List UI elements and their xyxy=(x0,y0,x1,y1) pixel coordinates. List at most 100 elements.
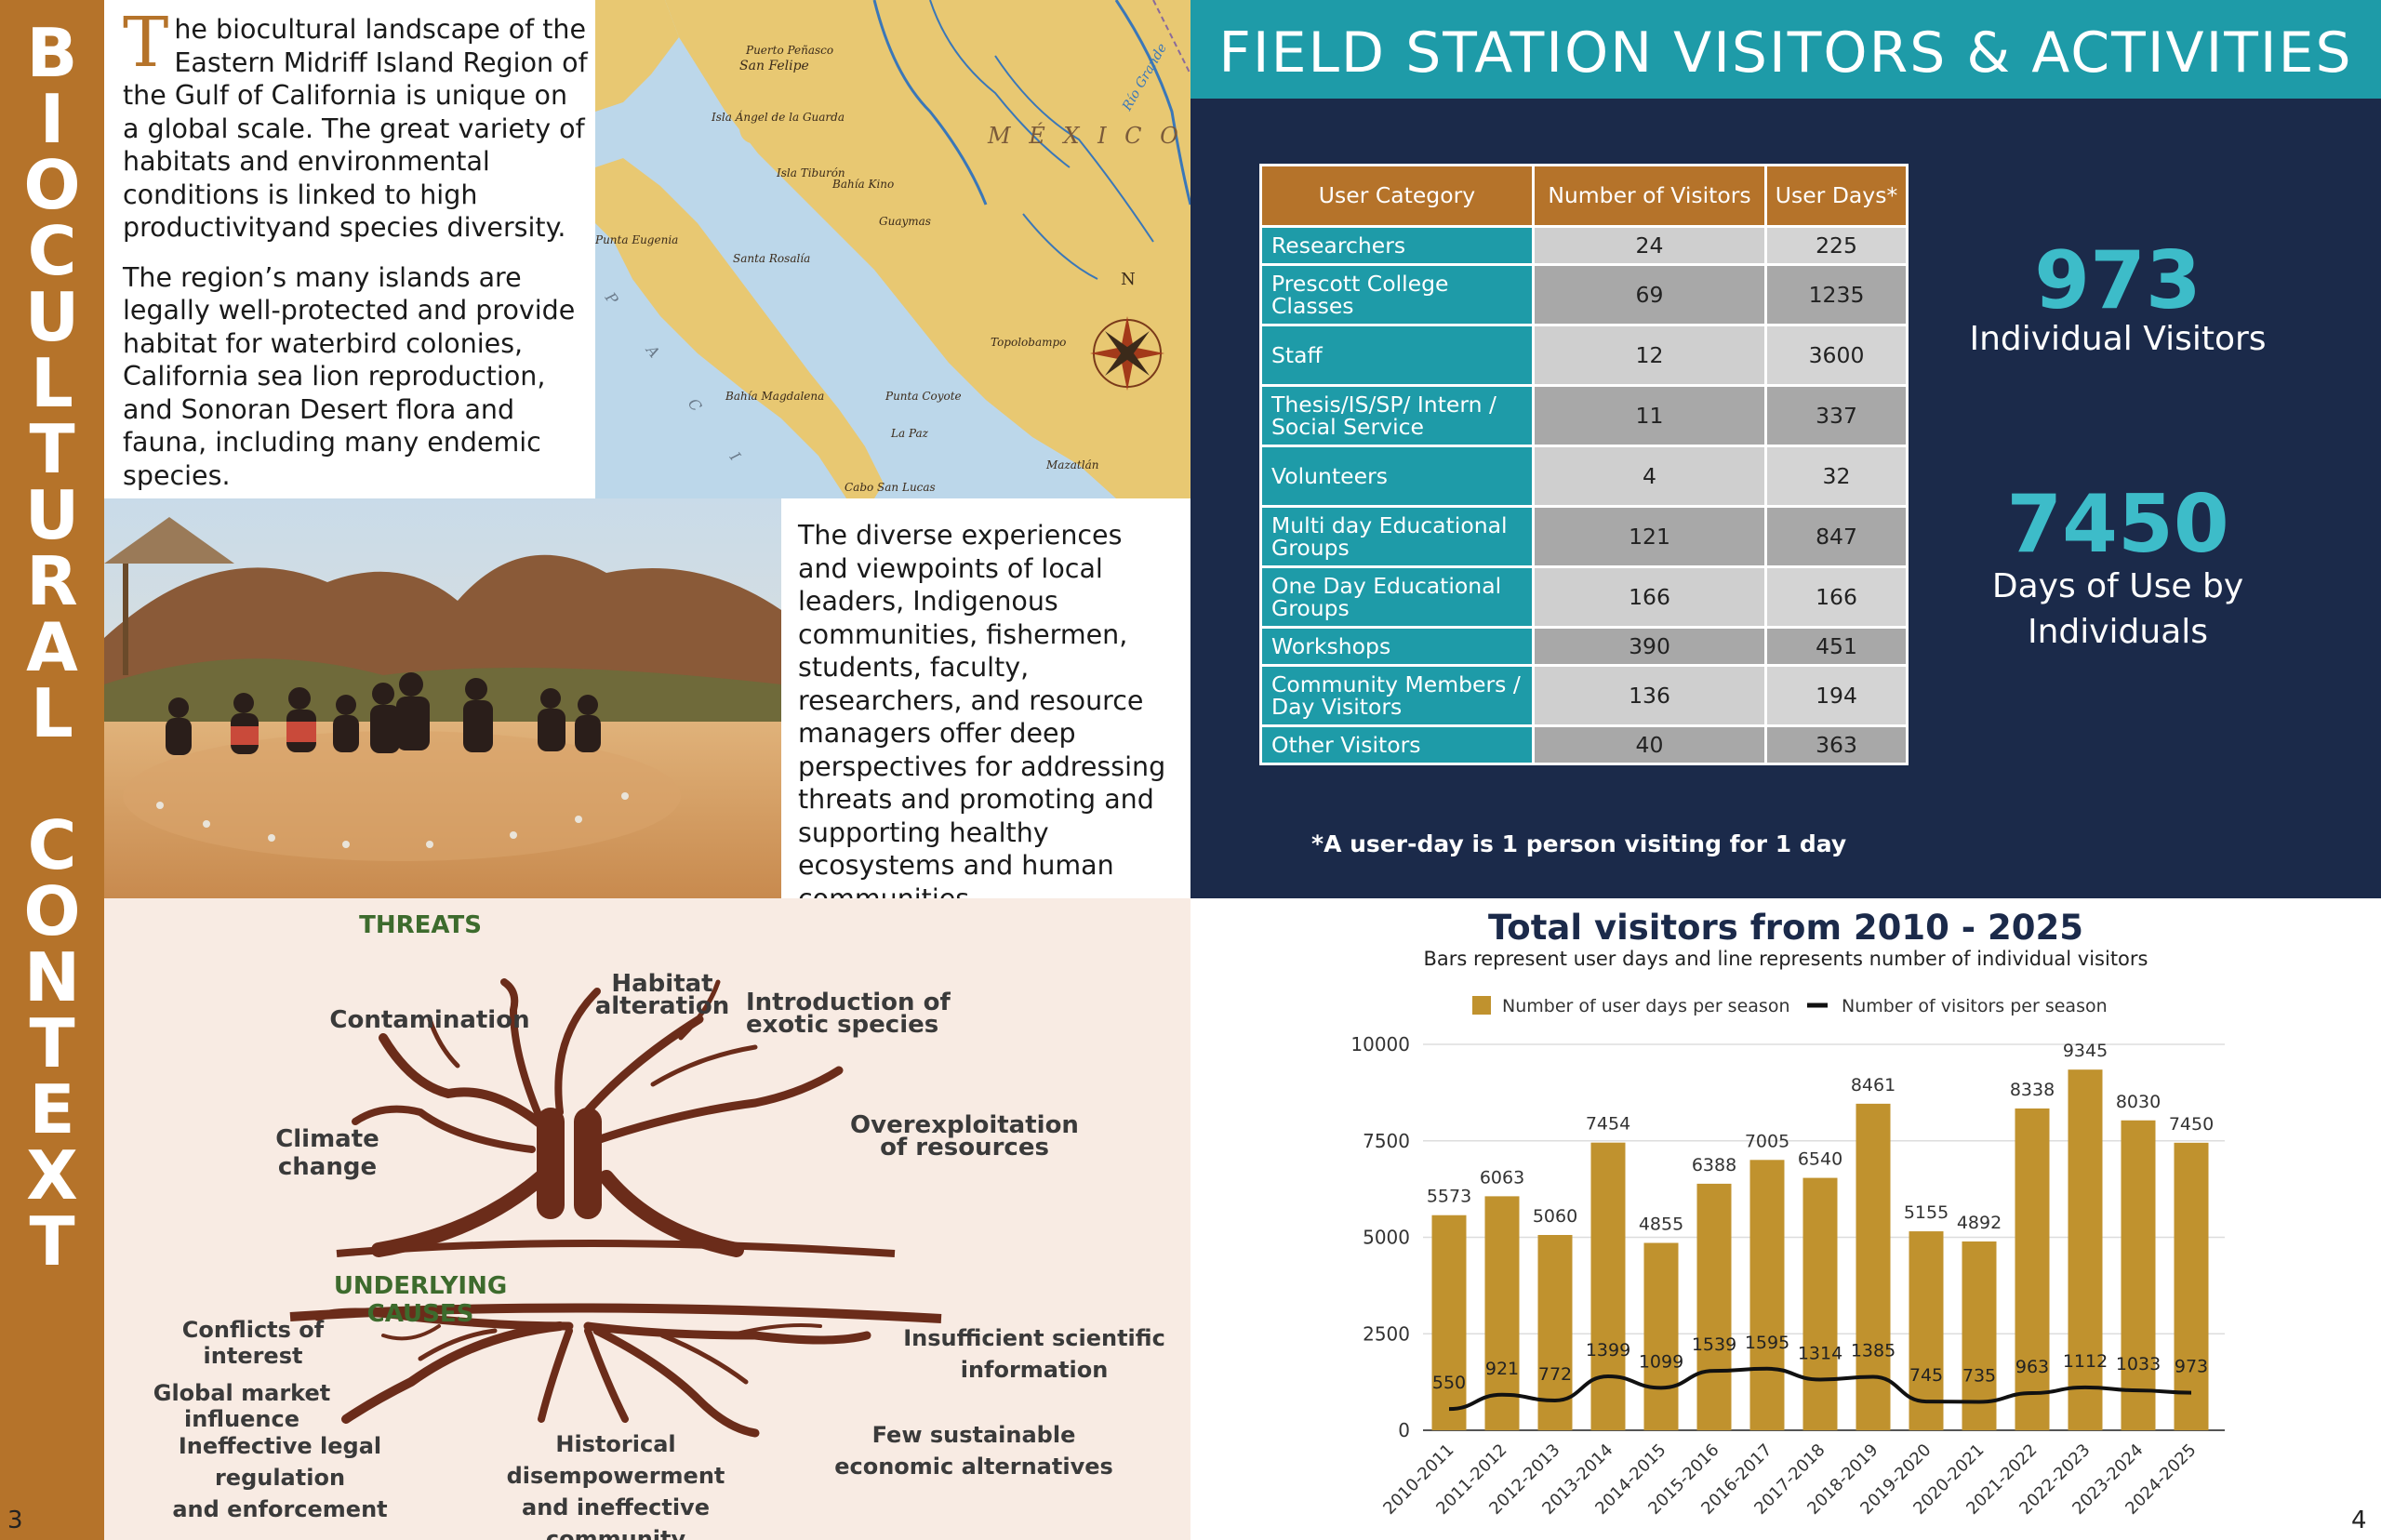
cell-user-days: 3600 xyxy=(1764,324,1909,387)
table-row: One Day Educational Groups 166 166 xyxy=(1259,565,1909,629)
vertical-title-letter: X xyxy=(26,1136,78,1215)
chart-title: Total visitors from 2010 - 2025 xyxy=(1487,908,2083,948)
intro-paragraph-2: The region’s many islands are legally we… xyxy=(123,261,576,491)
line-value-label: 735 xyxy=(1962,1365,1996,1386)
bar-value-label: 6388 xyxy=(1692,1155,1736,1175)
bar-value-label: 5155 xyxy=(1904,1202,1949,1223)
bar xyxy=(1643,1242,1679,1430)
vertical-title-letter: U xyxy=(24,476,80,554)
vertical-title-letter: B xyxy=(26,14,78,92)
table-row: Staff 12 3600 xyxy=(1259,324,1909,387)
visitors-line xyxy=(1448,1366,2192,1412)
map-label-mexico: M É X I C O xyxy=(987,122,1184,149)
map-label-bahia-kino: Bahía Kino xyxy=(831,178,894,191)
vertical-title-letter: L xyxy=(31,674,73,752)
vertical-title-letter: N xyxy=(23,938,81,1016)
vertical-title-letter: C xyxy=(27,212,77,290)
line-value-label: 1099 xyxy=(1639,1351,1683,1372)
drop-cap: T xyxy=(123,3,169,83)
bar xyxy=(1590,1142,1626,1430)
y-tick-label: 10000 xyxy=(1350,1033,1410,1055)
bar-value-label: 7454 xyxy=(1586,1114,1630,1135)
bar xyxy=(1962,1241,1997,1430)
cell-category: Thesis/IS/SP/ Intern / Social Service xyxy=(1259,384,1535,447)
y-tick-label: 7500 xyxy=(1363,1130,1410,1152)
vertical-title-letter: T xyxy=(29,1004,75,1082)
photo-illustration xyxy=(104,498,781,898)
header-visitors: Number of Visitors xyxy=(1532,164,1767,228)
bar xyxy=(2068,1069,2103,1430)
tree-illustration xyxy=(289,978,942,1438)
stat-days-label: Days of Use by Individuals xyxy=(1991,567,2244,651)
community-gathering-photo xyxy=(104,498,781,898)
cell-category: Researchers xyxy=(1259,225,1535,266)
cell-visitors: 166 xyxy=(1532,565,1767,629)
map-label-north: N xyxy=(1121,270,1136,289)
visitors-chart: Number of user days per season Number of… xyxy=(1350,996,2225,1519)
threat-climate-change: Climate change xyxy=(275,1125,379,1181)
map-label-punta-eugenia: Punta Eugenia xyxy=(595,233,678,246)
cause-insufficient-information: Insufficient scientific information xyxy=(903,1325,1165,1383)
cell-user-days: 363 xyxy=(1764,724,1909,765)
map-label-topolobampo: Topolobampo xyxy=(991,336,1066,349)
cell-user-days: 451 xyxy=(1764,626,1909,667)
bar xyxy=(2015,1108,2050,1430)
line-value-label: 1033 xyxy=(2116,1354,2161,1374)
bar-value-label: 6540 xyxy=(1798,1149,1842,1170)
table-row: Workshops 390 451 xyxy=(1259,626,1909,667)
vertical-title-letter: R xyxy=(26,542,78,620)
cell-user-days: 32 xyxy=(1764,445,1909,508)
user-day-footnote: *A user-day is 1 person visiting for 1 d… xyxy=(1311,830,1847,857)
vertical-title-letter: E xyxy=(29,1070,75,1148)
cell-user-days: 225 xyxy=(1764,225,1909,266)
threats-heading: THREATS xyxy=(359,911,482,939)
cell-category: Volunteers xyxy=(1259,445,1535,508)
map-illustration: M É X I C O San Felipe Puerto Peñasco Is… xyxy=(595,0,1190,498)
threat-overexploitation: Overexploitation of resources xyxy=(850,1111,1079,1162)
header-user-days: User Days* xyxy=(1764,164,1909,228)
map-label-cabo: Cabo San Lucas xyxy=(845,481,936,494)
bar xyxy=(1431,1215,1467,1430)
line-value-label: 1539 xyxy=(1692,1334,1736,1355)
diverse-experiences-text: The diverse experiences and viewpoints o… xyxy=(798,520,1166,914)
table-row: Prescott College Classes 69 1235 xyxy=(1259,263,1909,326)
bar xyxy=(1909,1231,1944,1430)
page-title: FIELD STATION VISITORS & ACTIVITIES xyxy=(1218,20,2353,86)
cell-visitors: 390 xyxy=(1532,626,1767,667)
cause-conflicts-of-interest: Conflicts of interest xyxy=(181,1317,325,1369)
bar-value-label: 4855 xyxy=(1639,1215,1683,1235)
cell-user-days: 194 xyxy=(1764,664,1909,727)
bar-value-label: 5060 xyxy=(1533,1206,1577,1227)
bar xyxy=(1696,1183,1732,1430)
line-value-label: 973 xyxy=(2175,1357,2208,1377)
cell-category: Other Visitors xyxy=(1259,724,1535,765)
cell-visitors: 121 xyxy=(1532,505,1767,568)
table-row: Thesis/IS/SP/ Intern / Social Service 11 3… xyxy=(1259,384,1909,447)
threat-contamination: Contamination xyxy=(329,1006,530,1034)
bar-value-label: 7005 xyxy=(1745,1131,1789,1151)
bar-value-label: 8338 xyxy=(2010,1080,2055,1100)
cell-visitors: 12 xyxy=(1532,324,1767,387)
user-category-table: User Category Number of Visitors User Da… xyxy=(1259,164,1909,765)
cell-visitors: 40 xyxy=(1532,724,1767,765)
y-tick-label: 0 xyxy=(1398,1419,1410,1441)
stat-visitors-value: 973 xyxy=(2034,234,2201,327)
line-value-label: 921 xyxy=(1485,1359,1519,1379)
bar-value-label: 5573 xyxy=(1427,1187,1471,1207)
table-row: Community Members / Day Visitors 136 194 xyxy=(1259,664,1909,727)
compass-rose-icon xyxy=(1090,316,1164,391)
underlying-causes-heading: UNDERLYING CAUSES xyxy=(333,1272,508,1328)
line-value-label: 1595 xyxy=(1745,1333,1789,1353)
bar-value-label: 6063 xyxy=(1480,1167,1524,1188)
table-header-row: User Category Number of Visitors User Da… xyxy=(1259,164,1909,228)
map-label-guaymas: Guaymas xyxy=(879,215,931,228)
line-value-label: 550 xyxy=(1432,1373,1466,1393)
y-tick-label: 5000 xyxy=(1363,1227,1410,1249)
line-value-label: 1385 xyxy=(1851,1341,1895,1361)
cell-visitors: 11 xyxy=(1532,384,1767,447)
map-label-isla-tiburon: Isla Tiburón xyxy=(776,166,845,179)
cell-category: Staff xyxy=(1259,324,1535,387)
